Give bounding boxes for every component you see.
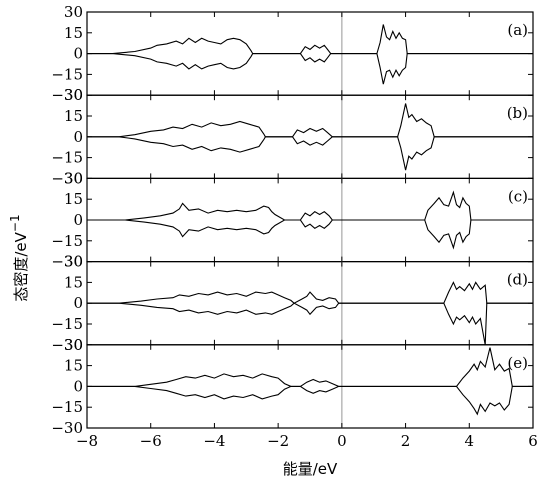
y-tick-label: −30 — [51, 169, 83, 187]
y-tick-label: 0 — [73, 211, 83, 229]
spin-up-dos-line — [87, 190, 533, 221]
panel-frame — [86, 344, 534, 429]
spin-down-dos-line — [87, 302, 533, 345]
spin-up-dos-line — [87, 24, 533, 55]
y-tick-label: 15 — [64, 357, 83, 375]
y-tick-label: −30 — [51, 419, 83, 437]
y-tick-label: 0 — [73, 45, 83, 63]
x-tick-label: −6 — [140, 432, 162, 450]
spin-down-dos-line — [87, 219, 533, 250]
y-tick-label: 15 — [64, 107, 83, 125]
y-tick-label: 30 — [64, 86, 83, 104]
y-axis-title-main: 态密度/eV — [12, 231, 30, 301]
y-tick-label: −30 — [51, 86, 83, 104]
y-tick-label: 15 — [64, 190, 83, 208]
panel-frame — [86, 177, 534, 263]
y-tick-label: 30 — [64, 336, 83, 354]
y-tick-label: −15 — [51, 232, 83, 250]
spin-down-dos-line — [87, 385, 533, 416]
panel-tag: (a) — [507, 21, 528, 39]
x-tick-label: −8 — [76, 432, 98, 450]
x-axis: −8 −6 −4 −2 0 2 4 6 — [76, 432, 538, 450]
panel-2: 30 15 0 −15 −30 (b) — [51, 86, 534, 187]
spin-down-dos-line — [87, 53, 533, 85]
y-tick-label: 30 — [64, 169, 83, 187]
y-tick-label: 30 — [64, 3, 83, 21]
panel-frame — [86, 261, 534, 346]
x-tick-label: 6 — [528, 432, 538, 450]
y-tick-label: −15 — [51, 398, 83, 416]
spin-up-dos-line — [87, 281, 533, 304]
y-tick-label: −30 — [51, 336, 83, 354]
y-tick-label: 0 — [73, 377, 83, 395]
panel-tag: (d) — [507, 271, 528, 289]
panel-3: 30 15 0 −15 −30 (c) — [51, 169, 534, 271]
x-tick-label: 0 — [337, 432, 347, 450]
x-tick-label: 4 — [465, 432, 475, 450]
x-axis-title: 能量/eV — [283, 460, 338, 478]
x-tick-label: 2 — [401, 432, 411, 450]
spin-down-dos-line — [87, 136, 533, 171]
y-tick-label: 15 — [64, 24, 83, 42]
y-tick-label: 0 — [73, 294, 83, 312]
panel-tag: (e) — [507, 354, 528, 372]
y-tick-label: 0 — [73, 128, 83, 146]
x-tick-label: −2 — [267, 432, 289, 450]
y-tick-label: 30 — [64, 253, 83, 271]
panel-4: 30 15 0 −15 −30 (d) — [51, 253, 534, 354]
panel-stack: 30 15 0 −15 −30 (a) 30 15 0 −15 −30 (b) 30 15 0 −15 −30 (… — [51, 3, 534, 437]
y-tick-label: 15 — [64, 273, 83, 291]
spin-up-dos-line — [87, 347, 533, 387]
y-axis-title-exponent: −1 — [8, 214, 22, 232]
y-tick-label: −15 — [51, 315, 83, 333]
spin-up-dos-line — [87, 103, 533, 138]
x-tick-label: −4 — [203, 432, 225, 450]
panel-5: 30 15 0 −15 −30 (e) — [51, 336, 534, 437]
y-tick-label: −30 — [51, 253, 83, 271]
panel-1: 30 15 0 −15 −30 (a) — [51, 3, 534, 104]
panel-tag: (c) — [508, 187, 528, 205]
y-tick-label: −15 — [51, 149, 83, 167]
y-tick-label: −15 — [51, 65, 83, 83]
y-axis-title: 态密度/eV−1 — [8, 214, 30, 301]
panel-tag: (b) — [507, 104, 528, 122]
